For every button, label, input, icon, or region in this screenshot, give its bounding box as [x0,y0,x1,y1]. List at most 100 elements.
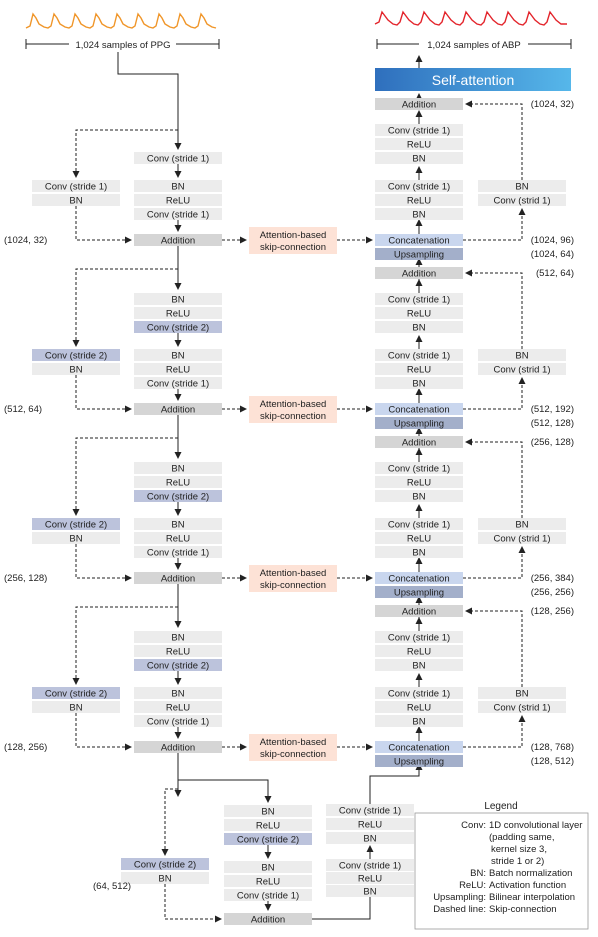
enc4-addition: Addition [134,741,222,754]
dec4-concatenation: Concatenation [375,741,463,754]
enc1-conv-stride1-top: Conv (stride 1) [134,152,222,165]
svg-text:Conv (stride 2): Conv (stride 2) [45,351,107,362]
svg-text:Addition: Addition [161,236,195,247]
svg-text:Conv (stride 1): Conv (stride 1) [147,210,209,221]
svg-text:ReLU: ReLU [407,309,431,320]
dec1-addition: Addition [375,98,463,111]
legend-desc-dashed: Skip-connection [489,904,557,915]
legend-title: Legend [484,801,517,812]
dec2-concat-shape: (512, 192) [531,404,574,415]
svg-text:BN: BN [171,351,184,362]
svg-text:ReLU: ReLU [256,877,280,888]
svg-text:Conv (stride 1): Conv (stride 1) [388,295,450,306]
self-attention-label: Self-attention [432,72,515,88]
svg-text:Conv (strid 1): Conv (strid 1) [493,703,550,714]
svg-text:Conv (stride 1): Conv (stride 1) [45,182,107,193]
dec2-res-conv: Conv (strid 1) [478,363,566,376]
svg-text:BN: BN [69,365,82,376]
svg-text:Conv (stride 2): Conv (stride 2) [134,860,196,871]
svg-text:BN: BN [69,196,82,207]
svg-text:BN: BN [261,863,274,874]
legend-desc-upsampling: Bilinear interpolation [489,892,575,903]
enc1-skip-conv: Conv (stride 1) [32,180,120,193]
enc2-skip-branch [72,268,178,347]
dec2-upsampling-shape: (512, 128) [531,418,574,429]
dec1-concatenation: Concatenation [375,234,463,247]
dec3-concat-shape: (256, 384) [531,573,574,584]
ppg-waveform [25,12,217,29]
svg-text:ReLU: ReLU [166,196,190,207]
bottleneck-dec-conv-stride1-b: Conv (stride 1) [326,804,414,817]
svg-text:BN: BN [412,492,425,503]
svg-text:BN: BN [515,689,528,700]
enc4-shape: (128, 256) [4,742,47,753]
svg-text:Concatenation: Concatenation [388,574,449,585]
enc3-bn: BN [134,518,222,531]
enc1-relu: ReLU [134,194,222,207]
svg-text:Upsampling: Upsampling [394,588,444,599]
dec3-conv-stride1-a: Conv (stride 1) [375,518,463,531]
dec1-res-conv: Conv (strid 1) [478,194,566,207]
svg-text:BN: BN [171,689,184,700]
dec4-addition-shape: (128, 256) [531,606,574,617]
enc4-bn: BN [134,687,222,700]
dec4-conv-stride1-b: Conv (stride 1) [375,631,463,644]
svg-text:Conv (stride 2): Conv (stride 2) [147,492,209,503]
svg-text:Addition: Addition [402,100,436,111]
legend-desc-bn: Batch normalization [489,868,572,879]
svg-text:Conv (stride 1): Conv (stride 1) [388,351,450,362]
svg-text:BN: BN [261,807,274,818]
enc3-conv-stride2: Conv (stride 2) [134,490,222,503]
bottleneck-dec-conv-stride1-a: Conv (stride 1) [326,859,414,872]
svg-text:Addition: Addition [251,915,285,926]
svg-text:Conv (strid 1): Conv (strid 1) [493,534,550,545]
svg-text:Conv (stride 1): Conv (stride 1) [237,891,299,902]
dec4-relu-b: ReLU [375,645,463,658]
dec1-res-bn: BN [478,180,566,193]
bottleneck-to-decoder [312,886,374,920]
svg-text:Conv (stride 2): Conv (stride 2) [147,661,209,672]
enc3-skip-conv: Conv (stride 2) [32,518,120,531]
legend-term-dashed: Dashed line: [433,904,486,915]
legend-term-bn: BN: [470,868,486,879]
svg-text:ReLU: ReLU [166,478,190,489]
svg-text:Conv (stride 2): Conv (stride 2) [237,835,299,846]
dec2-addition-shape: (512, 64) [536,268,574,279]
dec3-res-in [463,546,526,579]
bottleneck-to-dec4 [369,763,423,804]
legend: Legend Conv: 1D convolutional layer (pad… [414,801,589,930]
svg-text:ReLU: ReLU [358,820,382,831]
enc3-skip-branch [72,437,178,516]
legend-desc-conv-1: 1D convolutional layer [489,820,582,831]
enc4-relu-top: ReLU [134,645,222,658]
dec2-res-out [465,269,523,349]
enc4-relu: ReLU [134,701,222,714]
self-attention-block [375,68,571,91]
svg-text:Addition: Addition [161,743,195,754]
svg-text:BN: BN [412,661,425,672]
input-flow-line [117,52,182,150]
legend-desc-conv-4: stride 1 or 2) [491,856,544,867]
dec4-bn-a: BN [375,715,463,728]
dec4-relu-a: ReLU [375,701,463,714]
legend-desc-relu: Activation function [489,880,566,891]
dec4-bn-b: BN [375,659,463,672]
dec2-bn-a: BN [375,377,463,390]
dec4-addition: Addition [375,605,463,618]
enc1-shape: (1024, 32) [4,235,47,246]
dec3-relu-b: ReLU [375,476,463,489]
svg-text:Concatenation: Concatenation [388,405,449,416]
svg-text:Conv (stride 2): Conv (stride 2) [45,689,107,700]
svg-text:ReLU: ReLU [166,309,190,320]
svg-text:skip-connection: skip-connection [260,580,326,591]
enc3-shape: (256, 128) [4,573,47,584]
dec4-res-out [465,607,523,687]
bottleneck-skip-branch [161,788,178,856]
svg-text:Conv (stride 1): Conv (stride 1) [388,689,450,700]
dec2-conv-stride1-b: Conv (stride 1) [375,293,463,306]
svg-text:BN: BN [515,182,528,193]
bottleneck-conv-stride1: Conv (stride 1) [224,889,312,902]
dec2-relu-a: ReLU [375,363,463,376]
